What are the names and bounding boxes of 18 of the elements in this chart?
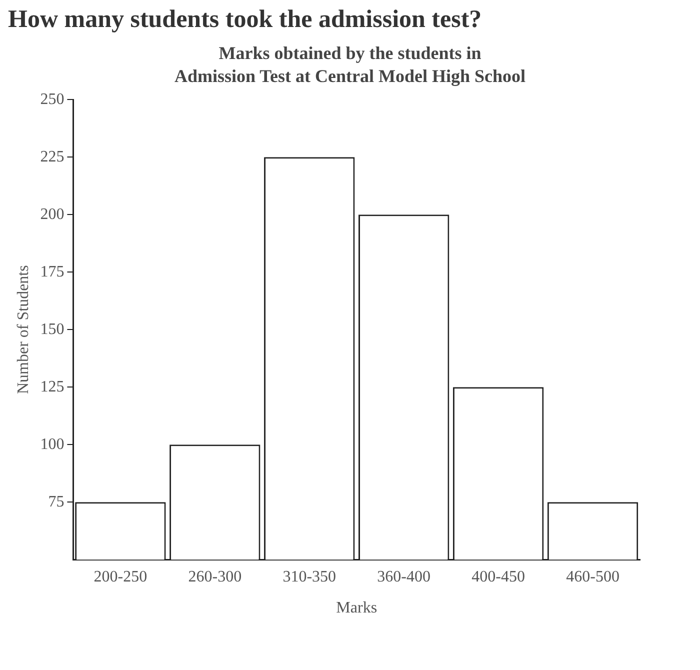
y-tick-label: 200	[40, 206, 64, 223]
y-tick-label: 250	[40, 90, 64, 108]
y-axis-title: Number of Students	[14, 265, 32, 394]
chart-title: How many students took the admission test?	[8, 6, 483, 34]
chart-subtitle: Marks obtained by the students in Admission Test at Central Model High School	[173, 42, 527, 87]
y-tick-label: 150	[40, 320, 64, 338]
x-tick-label: 400-450	[472, 568, 525, 586]
x-tick-label: 260-300	[188, 568, 242, 586]
x-tick-label: 360-400	[377, 568, 430, 586]
y-tick-label: 175	[40, 263, 64, 280]
x-tick-label: 200-250	[94, 568, 148, 586]
y-tick-label: 225	[40, 148, 64, 166]
y-tick-label: 125	[40, 378, 64, 396]
x-axis-title: Marks	[336, 600, 378, 617]
x-tick-label: 460-500	[566, 568, 620, 586]
y-tick-label: 75	[48, 493, 64, 510]
x-tick-label: 310-350	[282, 568, 336, 586]
y-tick-label: 100	[40, 436, 64, 453]
